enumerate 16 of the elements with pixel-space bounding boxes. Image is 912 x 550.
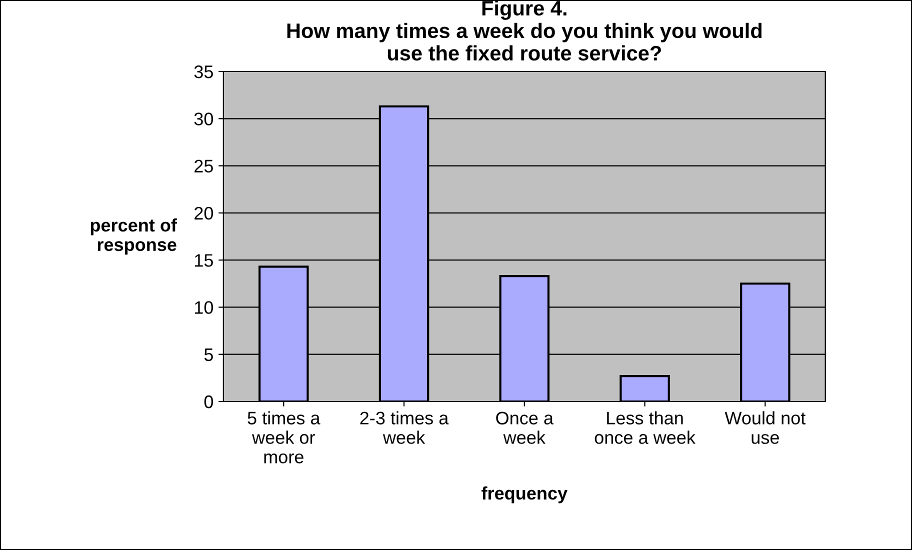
chart-title: Figure 4. How many times a week do you think you would use the fixed route service? <box>287 0 762 61</box>
y-tick-label: 5 <box>204 348 213 362</box>
y-tick-label: 20 <box>194 206 214 220</box>
x-tick-label: Less than once a week <box>594 411 696 444</box>
y-axis-title: percent of response <box>90 218 178 255</box>
x-tick-label: 5 times a week or more <box>248 411 320 464</box>
y-tick-label: 35 <box>194 65 213 78</box>
x-tick-label: Would not use <box>724 411 806 444</box>
y-tick-label: 30 <box>194 112 214 126</box>
y-tick-label: 25 <box>194 160 213 173</box>
x-tick-label: Once a week <box>496 412 554 444</box>
y-tick-label: 10 <box>195 301 214 314</box>
x-tick-label: 2-3 times a week <box>360 411 449 444</box>
x-axis-title: frequency <box>482 486 568 504</box>
y-tick-label: 15 <box>195 254 213 267</box>
y-tick-label: 0 <box>204 395 214 408</box>
